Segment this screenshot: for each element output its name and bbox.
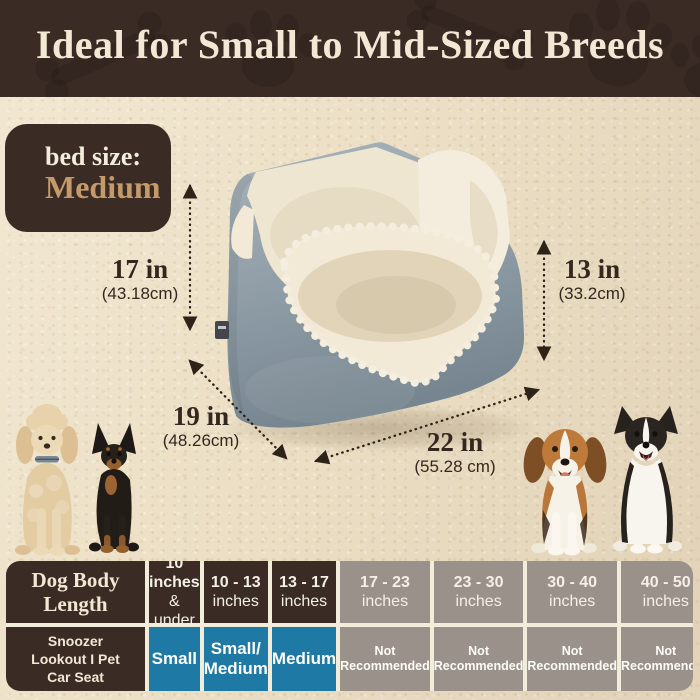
table-fit-4: Not Recommended <box>340 627 430 691</box>
page-title: Ideal for Small to Mid-Sized Breeds <box>35 22 665 67</box>
table-header-range-7: 40 - 50 inches <box>620 561 693 623</box>
dimension-label-height: 17 in (43.18cm) <box>101 254 179 304</box>
dimension-arrow-width-22in <box>313 386 541 465</box>
table-header-range-6: 30 - 40 inches <box>527 561 617 623</box>
table-header-range-5: 23 - 30 inches <box>433 561 524 623</box>
bone-icon <box>406 0 534 71</box>
table-fit-1: Small <box>149 627 200 691</box>
bed-size-label: bed size: <box>45 142 142 171</box>
bed-size-value: Medium <box>45 169 161 206</box>
table-product-name: Snoozer Lookout I Pet Car Seat <box>6 627 145 691</box>
table-header-range-3: 13 - 17 inches <box>271 561 337 623</box>
dimension-arrow-depth-19in <box>188 359 288 460</box>
table-fit-5: Not Recommended <box>433 627 524 691</box>
paw-print-icon <box>225 10 318 87</box>
paw-print-icon <box>569 0 672 86</box>
dimension-label-width: 22 in (55.28 cm) <box>414 427 496 477</box>
dimension-label-back-height: 13 in (33.2cm) <box>558 254 626 304</box>
bone-icon <box>35 11 172 97</box>
size-chart-table: Dog Body Length 10 inches & under 10 - 1… <box>6 561 693 691</box>
bed-illustration <box>215 142 538 452</box>
paw-print-icon <box>671 34 700 97</box>
beagle-illustration <box>523 429 607 556</box>
table-fit-7: Not Recommended <box>620 627 693 691</box>
table-fit-6: Not Recommended <box>527 627 617 691</box>
min-pin-illustration <box>89 423 139 553</box>
table-fit-3: Medium <box>271 627 337 691</box>
table-fit-2: Small/ Medium <box>203 627 268 691</box>
border-collie-illustration <box>613 406 682 554</box>
table-header-dog-body-length: Dog Body Length <box>6 561 145 623</box>
top-banner: Ideal for Small to Mid-Sized Breeds <box>0 0 700 97</box>
dimension-label-depth: 19 in (48.26cm) <box>162 401 240 451</box>
bed-fabric-tag <box>215 321 229 339</box>
bed-size-badge: bed size: Medium <box>5 124 171 232</box>
poodle-illustration <box>15 404 80 556</box>
table-header-range-1: 10 inches & under <box>149 561 200 630</box>
table-header-range-4: 17 - 23 inches <box>340 561 430 623</box>
table-header-range-2: 10 - 13 inches <box>203 561 268 623</box>
banner-paw-bone-pattern <box>35 0 700 97</box>
